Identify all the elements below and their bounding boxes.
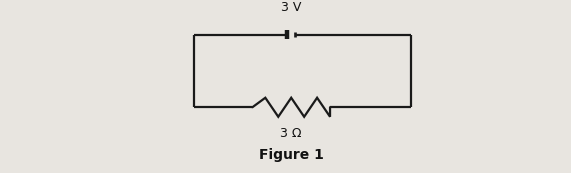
Text: Figure 1: Figure 1 <box>259 148 324 162</box>
Text: 3 V: 3 V <box>281 1 301 14</box>
Text: 3 Ω: 3 Ω <box>280 127 302 140</box>
